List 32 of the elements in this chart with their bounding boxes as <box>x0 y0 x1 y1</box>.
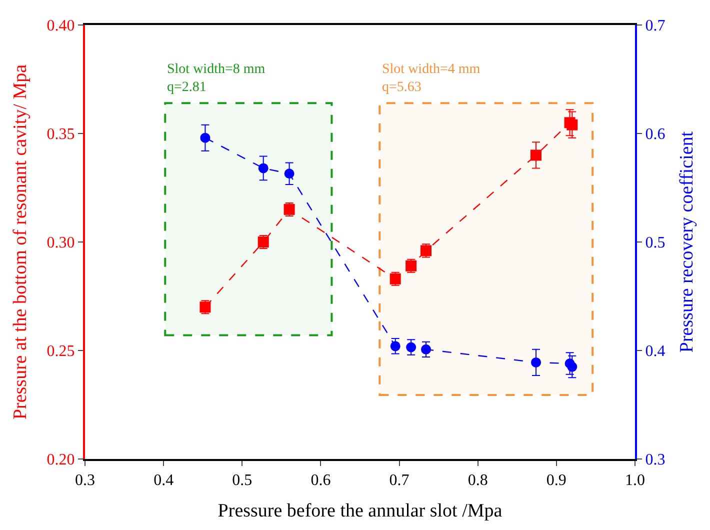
x-tick-label: 0.5 <box>232 472 252 490</box>
point <box>406 342 416 352</box>
x-tick-label: 0.6 <box>310 472 331 490</box>
x-tick-label: 0.9 <box>546 472 566 490</box>
y2-axis-title: Pressure recovery coefficient <box>676 130 698 353</box>
band-label: Slot width=4 mm q=5.63 <box>382 62 480 96</box>
x-tick-label: 0.8 <box>468 472 488 490</box>
point <box>284 168 294 179</box>
y2-tick-label: 0.3 <box>645 452 666 469</box>
point <box>567 362 578 372</box>
y2-tick-label: 0.4 <box>645 343 666 360</box>
y-axis-title: Pressure at the bottom of resonant cavity/ Mpa <box>10 64 32 420</box>
y-tick-label: 0.25 <box>46 343 75 360</box>
x-tick-label: 1.0 <box>625 472 645 490</box>
y2-tick-label: 0.5 <box>645 234 666 252</box>
y-tick-label: 0.30 <box>46 234 75 252</box>
y-tick-label: 0.20 <box>46 452 75 469</box>
point <box>531 357 541 368</box>
band-label: Slot width=8 mm q=2.81 <box>167 62 266 96</box>
point <box>530 150 542 161</box>
x-tick-label: 0.4 <box>154 472 174 490</box>
y-tick-label: 0.35 <box>46 126 75 144</box>
x-axis-title: Pressure before the annular slot /Mpa <box>218 500 503 522</box>
point <box>390 341 400 352</box>
y2-tick-label: 0.7 <box>645 18 666 35</box>
x-tick-label: 0.7 <box>389 472 410 490</box>
point <box>200 132 210 143</box>
x-tick-label: 0.3 <box>75 472 95 490</box>
y2-tick-label: 0.6 <box>645 126 666 144</box>
y-tick-label: 0.40 <box>46 18 75 35</box>
point <box>258 163 268 174</box>
point <box>421 344 431 354</box>
